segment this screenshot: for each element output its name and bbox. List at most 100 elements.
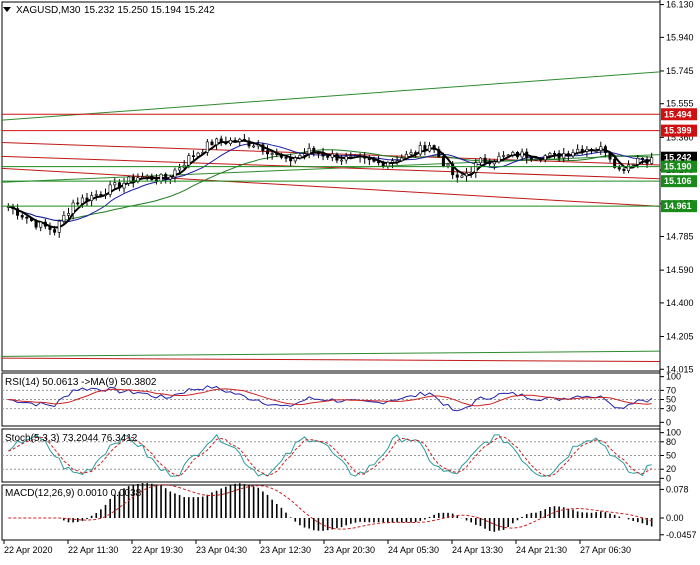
candle-body xyxy=(617,167,621,170)
time-tick-label: 22 Apr 2020 xyxy=(4,545,53,555)
candle-body xyxy=(48,225,52,230)
candle-body xyxy=(400,157,404,162)
candle-body xyxy=(201,152,205,154)
candle-body xyxy=(108,184,112,195)
candle-body xyxy=(613,158,617,168)
candle-body xyxy=(279,153,283,158)
stoch-title: Stoch(5,3,3) 73.2044 76.3412 xyxy=(5,433,138,444)
candle-body xyxy=(233,139,237,142)
candle-body xyxy=(497,155,501,163)
candle-body xyxy=(603,146,607,153)
candle-body xyxy=(34,220,38,228)
candle-body xyxy=(330,153,334,158)
candle-body xyxy=(548,152,552,156)
rsi-ma-line xyxy=(8,388,652,407)
candle-body xyxy=(16,208,20,216)
candle-body xyxy=(358,155,362,158)
candle-body xyxy=(215,138,219,146)
price-tick-label: 16.130 xyxy=(666,0,694,10)
candle-body xyxy=(256,144,260,147)
candle-body xyxy=(395,160,399,163)
candle-body xyxy=(335,153,339,161)
candle-body xyxy=(53,229,57,233)
candle-body xyxy=(372,159,376,162)
osc-tick-label: 70 xyxy=(666,385,676,395)
candle-body xyxy=(349,155,353,158)
candle-body xyxy=(506,154,510,157)
level-label-box xyxy=(661,200,697,213)
candle-body xyxy=(390,160,394,163)
macd-panel: 0.078 0.00 -0.0457 xyxy=(8,483,697,540)
candle-body xyxy=(43,221,47,227)
osc-tick-label: 100 xyxy=(666,428,681,438)
osc-tick-label: 0.00 xyxy=(666,513,684,523)
candle-body xyxy=(460,175,464,178)
osc-tick-label: 50 xyxy=(666,395,676,405)
candle-body xyxy=(418,145,422,155)
trend-line xyxy=(1,71,661,121)
price-tick-label: 14.590 xyxy=(666,265,694,275)
candle-body xyxy=(437,149,441,158)
candle-body xyxy=(326,155,330,158)
ohlc-values: 15.232 15.250 15.194 15.242 xyxy=(84,5,215,16)
osc-tick-label: 0 xyxy=(666,473,671,483)
candle-body xyxy=(80,197,84,204)
candle-body xyxy=(127,176,131,184)
candle-body xyxy=(465,172,469,177)
time-tick-label: 22 Apr 11:30 xyxy=(68,545,118,555)
osc-tick-label: 80 xyxy=(666,437,676,447)
candle-body xyxy=(316,152,320,154)
candle-body xyxy=(62,215,66,222)
level-label-box xyxy=(661,108,697,121)
trend-line xyxy=(1,155,661,180)
candle-body xyxy=(599,146,603,151)
candle-body xyxy=(168,176,172,180)
candle-body xyxy=(474,162,478,173)
candle-body xyxy=(627,164,631,171)
candle-body xyxy=(205,141,209,153)
candle-body xyxy=(238,138,242,142)
candle-body xyxy=(187,155,191,166)
time-tick-label: 23 Apr 12:30 xyxy=(260,545,311,555)
candle-body xyxy=(594,150,598,152)
symbol-timeframe: XAGUSD,M30 xyxy=(16,5,81,16)
candle-body xyxy=(502,155,506,157)
candle-body xyxy=(432,145,436,150)
price-tick-label: 15.555 xyxy=(666,99,694,109)
candle-body xyxy=(492,161,496,165)
trend-line xyxy=(1,357,661,363)
candle-body xyxy=(488,162,492,165)
price-tick-label: 14.400 xyxy=(666,298,694,308)
candle-body xyxy=(141,176,145,179)
candle-body xyxy=(275,153,279,155)
osc-tick-label: 30 xyxy=(666,404,676,414)
candle-body xyxy=(557,153,561,159)
candle-body xyxy=(117,182,121,189)
candle-body xyxy=(145,175,149,178)
price-tick-label: 14.785 xyxy=(666,232,694,242)
candle-body xyxy=(640,157,644,160)
osc-tick-label: 0 xyxy=(666,417,671,427)
candle-body xyxy=(191,155,195,157)
candle-body xyxy=(511,151,515,156)
candle-body xyxy=(539,158,543,161)
candle-body xyxy=(298,155,302,159)
candle-body xyxy=(608,152,612,160)
candle-body xyxy=(414,152,418,155)
candle-body xyxy=(478,157,482,164)
candle-body xyxy=(312,147,316,153)
candle-body xyxy=(76,202,80,205)
time-tick-label: 27 Apr 06:30 xyxy=(580,545,631,555)
candle-body xyxy=(622,168,626,171)
candle-body xyxy=(196,152,200,157)
rsi-title: RSI(14) 50.0613 ->MA(9) 50.3802 xyxy=(5,377,157,388)
candle-body xyxy=(451,163,455,176)
candle-body xyxy=(252,145,256,148)
stoch-signal-line xyxy=(8,436,652,477)
triangle-down-icon[interactable] xyxy=(3,7,11,12)
candle-body xyxy=(11,206,15,209)
candle-body xyxy=(90,195,94,201)
